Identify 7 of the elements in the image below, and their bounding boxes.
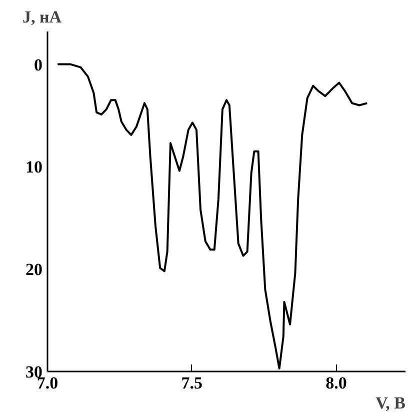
x-axis-title: V, В [376,394,406,412]
y-tick-label: 10 [26,158,42,177]
y-tick-label: 20 [26,260,42,280]
y-tick-label: 0 [34,55,42,74]
x-tick-label: 7.5 [181,374,202,392]
x-tick-label: 8.0 [326,374,347,392]
y-axis-title: J, нА [22,8,62,26]
